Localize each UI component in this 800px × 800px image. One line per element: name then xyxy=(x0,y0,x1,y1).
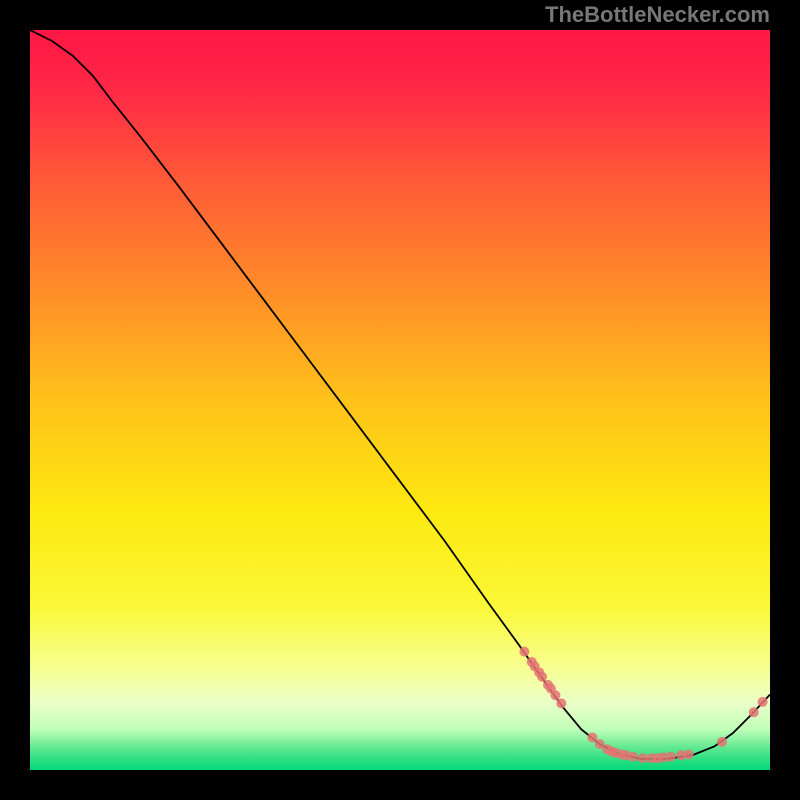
chart-marker xyxy=(628,752,638,762)
chart-marker xyxy=(537,672,547,682)
chart-marker xyxy=(519,647,529,657)
chart-marker xyxy=(758,697,768,707)
chart-background xyxy=(30,30,770,770)
watermark-text: TheBottleNecker.com xyxy=(545,2,770,28)
chart-marker xyxy=(556,698,566,708)
chart-marker xyxy=(666,752,676,762)
chart-marker xyxy=(587,732,597,742)
chart-marker xyxy=(749,707,759,717)
chart-marker xyxy=(717,737,727,747)
chart-svg xyxy=(30,30,770,770)
chart-marker xyxy=(550,690,560,700)
chart-marker xyxy=(638,753,648,763)
chart-marker xyxy=(684,749,694,759)
chart-plot-area xyxy=(30,30,770,770)
